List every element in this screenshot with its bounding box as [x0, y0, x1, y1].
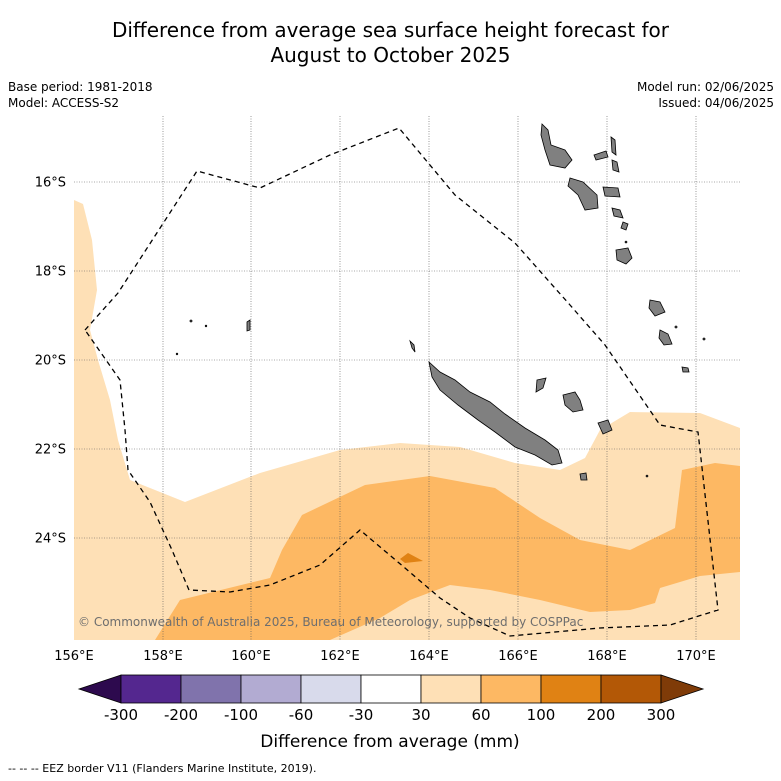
- colorbar-tick-30: 30: [411, 706, 430, 724]
- loyalty-island-lifou: [562, 391, 584, 413]
- ambae-island: [593, 150, 609, 161]
- lat-tick-16s: 16°S: [35, 176, 66, 191]
- colorbar-bin-7: [480, 674, 542, 704]
- issued-label: Issued: 04/06/2025: [658, 96, 774, 110]
- erromango-island: [648, 299, 666, 317]
- colorbar-tick-200: 200: [587, 706, 616, 724]
- graticule: [74, 116, 740, 640]
- colorbar-tick-minus200: -200: [164, 706, 198, 724]
- copyright-text: © Commonwealth of Australia 2025, Bureau…: [78, 615, 583, 629]
- islet-c: [175, 352, 179, 356]
- islet-f: [645, 474, 649, 478]
- chesterfield-islet: [246, 319, 251, 332]
- colorbar: -300 -200 -100 -60 -30 30 60 100 200 300…: [77, 674, 705, 752]
- base-period-label: Base period: 1981-2018: [8, 80, 153, 94]
- colorbar-bin-5: [360, 674, 422, 704]
- lon-tick-166e: 166°E: [498, 649, 538, 664]
- colorbar-title: Difference from average (mm): [260, 732, 519, 752]
- new-caledonia-island: [428, 360, 563, 466]
- lat-tick-20s: 20°S: [35, 354, 66, 369]
- map-area: [74, 116, 740, 640]
- malekula-island: [567, 177, 599, 211]
- lat-tick-labels: 16°S 18°S 20°S 22°S 24°S: [35, 176, 66, 547]
- title-line-1: Difference from average sea surface heig…: [111, 18, 670, 42]
- islet-b: [204, 324, 208, 328]
- meta-left: Base period: 1981-2018 Model: ACCESS-S2: [8, 79, 153, 111]
- colorbar-bin-1: [120, 674, 182, 704]
- title-line-2: August to October 2025: [270, 43, 511, 67]
- colorbar-tick-300: 300: [647, 706, 676, 724]
- lon-tick-164e: 164°E: [409, 649, 449, 664]
- colorbar-bin-4: [300, 674, 362, 704]
- lon-tick-168e: 168°E: [587, 649, 627, 664]
- lon-tick-170e: 170°E: [676, 649, 716, 664]
- lon-tick-162e: 162°E: [320, 649, 360, 664]
- tanna-island: [658, 329, 673, 346]
- meta-right: Model run: 02/06/2025 Issued: 04/06/2025: [637, 79, 774, 111]
- anomaly-region-30-60: [74, 200, 740, 640]
- efate-island: [615, 247, 633, 265]
- colorbar-bin-2: [180, 674, 242, 704]
- lon-tick-156e: 156°E: [54, 649, 94, 664]
- colorbar-tick-100: 100: [527, 706, 556, 724]
- lon-tick-160e: 160°E: [231, 649, 271, 664]
- islet-g: [624, 240, 628, 244]
- aneityum-island: [681, 366, 690, 373]
- lat-tick-24s: 24°S: [35, 532, 66, 547]
- lat-tick-22s: 22°S: [35, 443, 66, 458]
- chart-title: Difference from average sea surface heig…: [0, 18, 781, 68]
- model-label: Model: ACCESS-S2: [8, 96, 120, 110]
- colorbar-bin-9: [600, 674, 662, 704]
- colorbar-bin-6: [420, 674, 482, 704]
- anomaly-region-60-100: [155, 463, 740, 640]
- lat-tick-18s: 18°S: [35, 265, 66, 280]
- colorbar-tick-minus100: -100: [224, 706, 258, 724]
- colorbar-bin-3: [240, 674, 302, 704]
- eez-border: [84, 127, 719, 637]
- loyalty-island-mare: [597, 419, 613, 435]
- colorbar-extend-max: [660, 674, 705, 704]
- anomaly-region-100-200: [400, 553, 423, 563]
- colorbar-tick-minus60: -60: [289, 706, 314, 724]
- isle-of-pines: [579, 472, 588, 481]
- islet-d: [674, 325, 678, 329]
- maewo-island: [610, 136, 617, 156]
- islet-e: [702, 337, 706, 341]
- loyalty-island-ouvea: [535, 377, 547, 393]
- model-run-label: Model run: 02/06/2025: [636, 80, 774, 94]
- lon-tick-labels: 156°E 158°E 160°E 162°E 164°E 166°E 168°…: [54, 649, 716, 664]
- eez-legend-note: -- -- -- EEZ border V11 (Flanders Marine…: [8, 762, 317, 775]
- epi-island: [611, 207, 624, 219]
- islet-a: [189, 319, 193, 323]
- pentecost-island: [611, 159, 620, 173]
- land-masses: [175, 123, 706, 481]
- colorbar-tick-60: 60: [471, 706, 490, 724]
- shepherd-islands: [620, 221, 629, 231]
- ambrym-island: [602, 186, 621, 198]
- colorbar-tick-minus30: -30: [349, 706, 374, 724]
- espiritu-santo-island: [540, 123, 573, 169]
- colorbar-bin-8: [540, 674, 602, 704]
- colorbar-extend-min: [77, 674, 122, 704]
- colorbar-tick-minus300: -300: [104, 706, 138, 724]
- belep-islands: [409, 339, 416, 353]
- lon-tick-158e: 158°E: [143, 649, 183, 664]
